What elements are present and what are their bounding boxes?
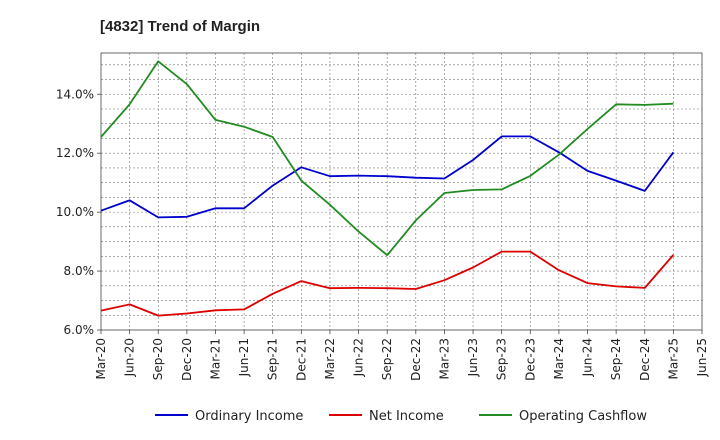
plot-frame (100, 52, 703, 331)
legend-label-operating-cashflow: Operating Cashflow (519, 409, 647, 424)
x-axis: Mar-20 Jun-20 Sep-20 Dec-20 Mar-21 Jun-21 Sep-… (94, 330, 709, 381)
x-tick-label: Mar-23 (437, 338, 451, 379)
x-tick-label: Sep-22 (380, 338, 394, 380)
x-tick-label: Sep-23 (495, 338, 509, 380)
y-tick-label: 12.0% (56, 146, 94, 160)
legend: Ordinary Income Net Income Operating Cashf… (155, 409, 647, 424)
y-tick-label: 8.0% (64, 264, 95, 278)
x-tick-label: Mar-22 (323, 338, 337, 379)
legend-label-ordinary-income: Ordinary Income (195, 409, 303, 424)
x-tick-label: Sep-21 (266, 338, 280, 380)
y-tick-label: 6.0% (64, 323, 95, 337)
net-income-line (100, 250, 675, 317)
y-tick-label: 10.0% (56, 205, 94, 219)
operating-cashflow-line (100, 60, 674, 257)
x-tick-label: Dec-20 (180, 338, 194, 381)
chart-title: [4832] Trend of Margin (100, 18, 260, 35)
grid-lines (101, 53, 702, 330)
x-tick-label: Dec-24 (638, 338, 652, 381)
x-tick-label: Sep-20 (151, 338, 165, 380)
y-tick-label: 14.0% (56, 87, 94, 101)
x-tick-label: Dec-21 (294, 338, 308, 381)
x-tick-label: Dec-22 (409, 338, 423, 381)
x-tick-label: Jun-22 (352, 338, 366, 377)
y-axis: 6.0% 8.0% 10.0% 12.0% 14.0% (56, 87, 101, 337)
x-tick-label: Jun-21 (237, 338, 251, 377)
series-lines (100, 60, 675, 317)
legend-label-net-income: Net Income (369, 409, 444, 424)
x-tick-label: Dec-23 (523, 338, 537, 381)
x-tick-label: Jun-24 (581, 338, 595, 377)
x-tick-label: Jun-23 (466, 338, 480, 377)
x-tick-label: Jun-25 (695, 338, 709, 377)
x-tick-label: Mar-25 (666, 338, 680, 379)
x-tick-label: Mar-21 (208, 338, 222, 379)
x-tick-label: Sep-24 (609, 338, 623, 380)
ordinary-income-line (100, 135, 675, 219)
x-tick-label: Mar-24 (552, 338, 566, 379)
x-tick-label: Jun-20 (123, 338, 137, 377)
x-tick-label: Mar-20 (94, 338, 108, 379)
